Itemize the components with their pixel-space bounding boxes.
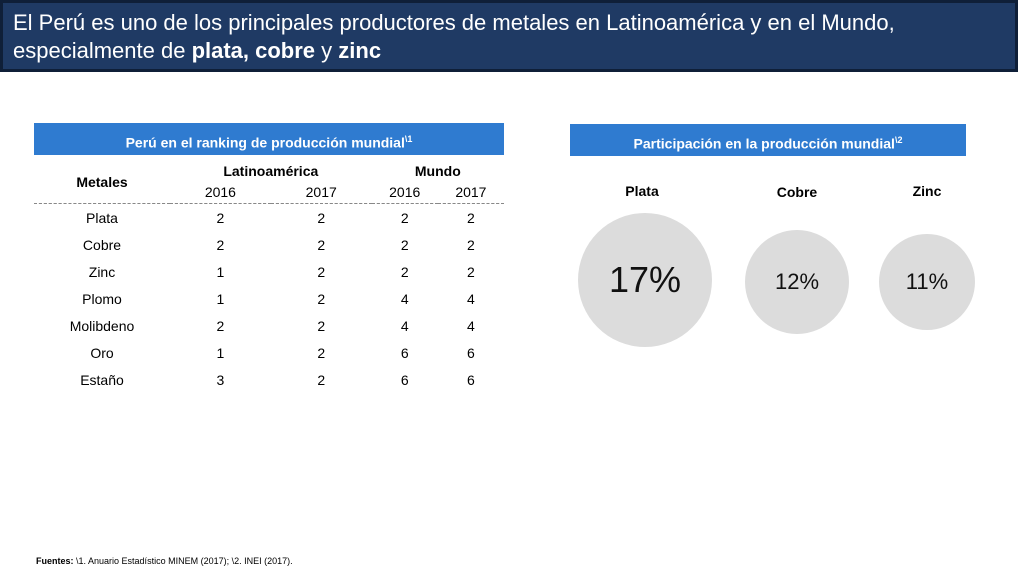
rank-cell: 4 (400, 317, 409, 334)
share-value-zinc: 11% (905, 269, 949, 294)
table-row: Estaño 3 2 6 6 (34, 366, 504, 393)
share-bubble-plata: 17% (578, 213, 712, 347)
slide-title: El Perú es uno de los principales produc… (0, 0, 1018, 72)
rank-cell: 2 (317, 344, 326, 361)
rank-cell: 2 (317, 371, 326, 388)
rank-cell: 1 (216, 344, 225, 361)
share-header-note: \2 (894, 135, 903, 145)
year-header: 2017 (270, 181, 372, 204)
metal-column-header: Metales (34, 160, 170, 204)
title-connector: y (315, 38, 339, 63)
sources-label: Fuentes: (36, 556, 74, 566)
rank-cell: 2 (467, 263, 475, 280)
rank-cell: 2 (216, 209, 225, 226)
share-bubble-cobre: 12% (745, 230, 849, 334)
table-row: Molibdeno 2 2 4 4 (34, 312, 504, 339)
share-header-text: Participación en la producción mundial (633, 135, 895, 152)
rank-cell: 6 (467, 344, 475, 361)
rank-cell: 6 (400, 344, 409, 361)
year-header: 2017 (437, 181, 504, 204)
rank-cell: 2 (216, 317, 225, 334)
year-header: 2016 (170, 181, 271, 204)
rank-cell: 2 (400, 209, 409, 226)
rank-cell: 4 (400, 290, 409, 307)
rank-cell: 2 (216, 236, 225, 253)
table-row: Plata 2 2 2 2 (34, 204, 504, 232)
metal-name: Molibdeno (69, 317, 135, 334)
share-label-cobre: Cobre (776, 184, 818, 200)
rank-cell: 1 (216, 290, 225, 307)
group-header-world: Mundo (414, 162, 461, 179)
sources-text: \1. Anuario Estadístico MINEM (2017); \2… (73, 556, 293, 566)
share-bubble-zinc: 11% (879, 234, 975, 330)
rank-cell: 3 (216, 371, 225, 388)
rank-cell: 6 (467, 371, 475, 388)
metal-name: Oro (90, 344, 114, 361)
rank-cell: 2 (317, 317, 326, 334)
share-label-plata: Plata (625, 183, 659, 199)
rank-cell: 2 (467, 236, 475, 253)
ranking-header: Perú en el ranking de producción mundial… (34, 123, 504, 155)
share-label-zinc: Zinc (912, 183, 942, 199)
share-header: Participación en la producción mundial\2 (570, 124, 966, 156)
title-highlight-2: zinc (338, 38, 382, 63)
rank-cell: 6 (400, 371, 409, 388)
metal-name: Cobre (82, 236, 122, 253)
metal-name: Plomo (82, 290, 122, 307)
rank-cell: 2 (317, 290, 326, 307)
rank-cell: 4 (467, 317, 475, 334)
title-highlight-1: plata, cobre (191, 38, 316, 63)
title-prefix: El Perú es uno de los principales produc… (13, 10, 895, 63)
table-row: Cobre 2 2 2 2 (34, 231, 504, 258)
table-row: Oro 1 2 6 6 (34, 339, 504, 366)
table-row: Plomo 1 2 4 4 (34, 285, 504, 312)
rank-cell: 2 (400, 236, 409, 253)
metal-name: Estaño (80, 371, 124, 388)
rank-cell: 2 (317, 236, 326, 253)
group-header-latam: Latinoamérica (223, 162, 319, 179)
metal-name: Plata (86, 209, 118, 226)
year-header: 2016 (371, 181, 438, 204)
rank-cell: 2 (400, 263, 409, 280)
rank-cell: 2 (317, 209, 326, 226)
rank-cell: 2 (467, 209, 475, 226)
metal-name: Zinc (88, 263, 116, 280)
rank-cell: 2 (317, 263, 326, 280)
table-row: Zinc 1 2 2 2 (34, 258, 504, 285)
ranking-header-note: \1 (404, 134, 413, 144)
ranking-header-text: Perú en el ranking de producción mundial (125, 134, 405, 151)
rank-cell: 4 (467, 290, 475, 307)
sources-footnote: Fuentes: \1. Anuario Estadístico MINEM (… (36, 556, 293, 566)
rank-cell: 1 (216, 263, 225, 280)
share-value-plata: 17% (608, 259, 682, 300)
ranking-table: Metales Latinoamérica Mundo 2016 2017 20… (34, 160, 504, 393)
share-value-cobre: 12% (774, 269, 820, 294)
